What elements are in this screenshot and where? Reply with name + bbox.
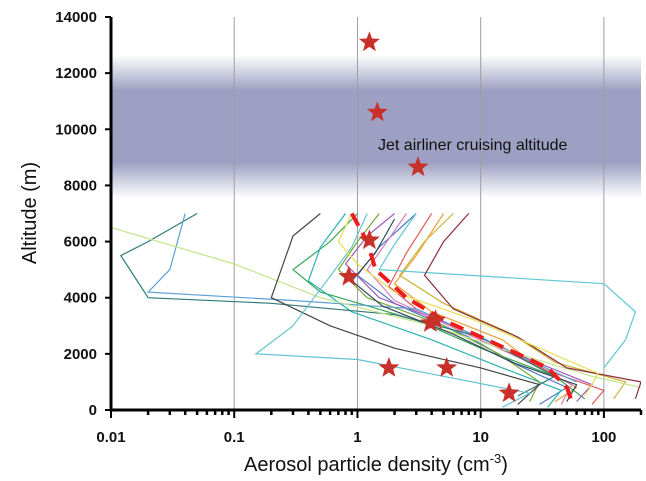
y-tick-label: 6000	[64, 234, 97, 251]
profile-line-6	[307, 213, 563, 408]
x-axis-label: Aerosol particle density (cm-3)	[244, 451, 508, 476]
x-tick-label: 1	[353, 429, 361, 446]
star-marker-7	[425, 309, 446, 330]
x-tick-labels: 0.01 0.1 1 10 100	[96, 429, 616, 446]
x-axis-label-superscript: -3	[490, 451, 502, 466]
axes	[105, 16, 643, 418]
profile-line-5	[388, 213, 605, 405]
y-axis-label: Altitude (m)	[19, 162, 41, 264]
mean-profile-dashed	[350, 212, 574, 403]
band-annotation: Jet airliner cruising altitude	[378, 137, 568, 154]
y-tick-label: 2000	[64, 346, 97, 363]
star-marker-1	[358, 31, 380, 52]
y-tick-labels: 0 2000 4000 6000 8000 10000 12000 14000	[55, 9, 97, 419]
profile-line-15	[254, 213, 532, 408]
y-tick-label: 4000	[64, 290, 97, 307]
star-marker-3	[407, 156, 429, 177]
x-tick-label: 0.1	[224, 429, 245, 446]
star-marker-8	[378, 356, 400, 377]
star-marker-2	[366, 101, 388, 122]
x-axis-label-main: Aerosol particle density (cm	[244, 454, 490, 476]
cruising-band-rect	[111, 54, 641, 199]
star-marker-4	[358, 229, 380, 250]
profile-line-7	[398, 213, 627, 400]
y-tick-label: 12000	[55, 65, 97, 82]
y-tick-label: 10000	[55, 121, 97, 138]
profile-lines	[111, 212, 641, 408]
profile-line-4	[344, 213, 594, 403]
profile-line-14	[378, 213, 637, 369]
profile-line-13	[270, 213, 541, 405]
star-marker-10	[498, 382, 520, 403]
cruising-altitude-band	[111, 54, 641, 199]
y-tick-label: 0	[89, 402, 97, 419]
star-marker-6	[419, 312, 441, 332]
star-marker-9	[436, 356, 458, 377]
x-tick-label: 100	[591, 429, 616, 446]
profile-line-16	[423, 213, 641, 399]
vertical-gridlines	[233, 17, 605, 410]
dashed-profile-line	[350, 212, 574, 403]
star-markers	[338, 31, 520, 403]
profile-line-8	[337, 213, 541, 402]
x-tick-label: 10	[472, 429, 489, 446]
profile-line-17	[337, 213, 600, 397]
x-tick-label: 0.01	[96, 429, 125, 446]
star-marker-5	[338, 265, 360, 286]
profile-line-3	[292, 213, 586, 400]
profile-line-10	[119, 212, 557, 397]
y-tick-label: 14000	[55, 9, 97, 26]
x-axis-label-suffix: )	[501, 454, 508, 476]
y-tick-label: 8000	[64, 177, 97, 194]
